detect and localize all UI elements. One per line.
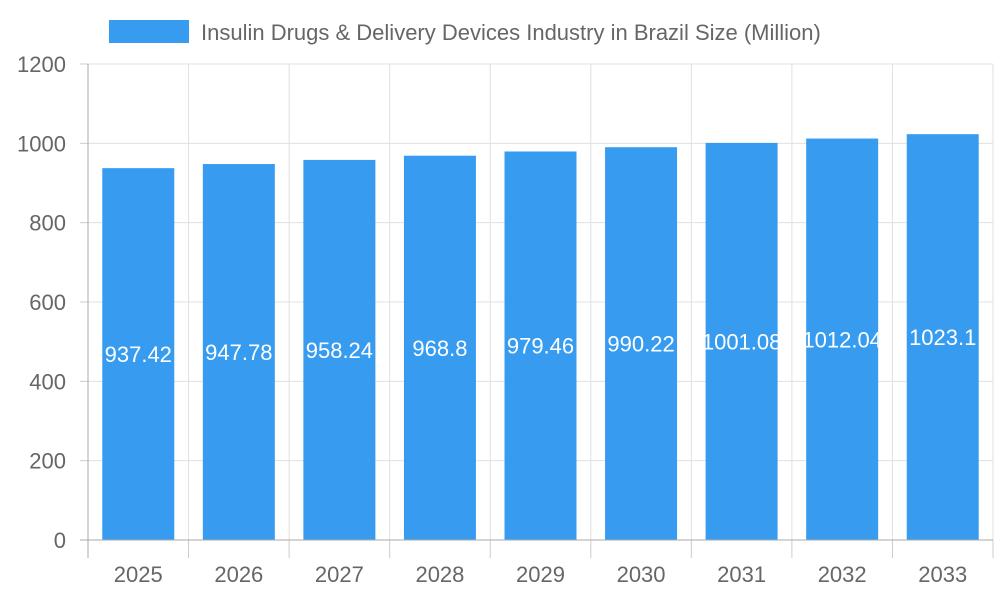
legend-label: Insulin Drugs & Delivery Devices Industr…: [201, 20, 821, 45]
x-tick-label: 2026: [214, 562, 263, 587]
bars: 937.42 947.78 958.24 968.8 979.46 990.22 1001.…: [102, 134, 979, 540]
bar: [303, 159, 376, 540]
bar: [102, 168, 175, 540]
x-tick-label: 2030: [617, 562, 666, 587]
legend-swatch: [109, 20, 189, 43]
x-tick-label: 2027: [315, 562, 364, 587]
data-label: 968.8: [412, 336, 467, 361]
bar: [504, 151, 577, 540]
data-label: 1001.08: [702, 329, 782, 354]
data-label: 937.42: [105, 342, 172, 367]
x-tick-label: 2029: [516, 562, 565, 587]
x-tick-label: 2032: [818, 562, 867, 587]
data-label: 958.24: [306, 338, 373, 363]
x-tick-label: 2033: [918, 562, 967, 587]
bar: [202, 164, 275, 540]
x-tick-label: 2031: [717, 562, 766, 587]
y-tick-label: 1200: [17, 52, 66, 77]
y-tick-label: 400: [29, 369, 66, 394]
y-tick-label: 800: [29, 211, 66, 236]
bar: [403, 155, 476, 540]
legend[interactable]: Insulin Drugs & Delivery Devices Industr…: [109, 20, 821, 45]
data-label: 947.78: [205, 340, 272, 365]
x-tick-label: 2025: [114, 562, 163, 587]
x-tick-label: 2028: [415, 562, 464, 587]
y-tick-label: 600: [29, 290, 66, 315]
axes: 0 200 400 600 800 1000 1200 2025 2026 2027 2028 202…: [17, 52, 994, 587]
y-tick-label: 1000: [17, 131, 66, 156]
data-label: 979.46: [507, 334, 574, 359]
y-tick-label: 200: [29, 449, 66, 474]
data-label: 1023.1: [909, 325, 976, 350]
data-label: 1012.04: [802, 327, 882, 352]
bar: [705, 142, 778, 540]
data-label: 990.22: [607, 332, 674, 357]
y-tick-label: 0: [54, 528, 66, 553]
bar: [605, 147, 678, 540]
bar: [906, 134, 979, 540]
bar: [806, 138, 879, 540]
